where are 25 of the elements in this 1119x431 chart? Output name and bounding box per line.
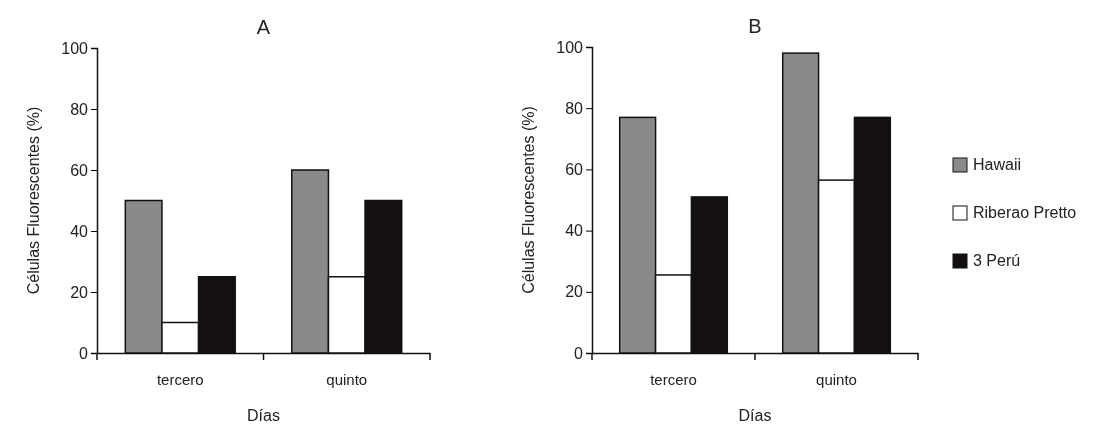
- y-tick-label: 20: [565, 283, 584, 301]
- y-tick-label: 80: [70, 100, 89, 118]
- y-tick-label: 20: [70, 283, 89, 301]
- y-tick-label: 0: [79, 344, 89, 362]
- y-tick-label: 0: [574, 344, 584, 362]
- x-axis-title: Días: [247, 407, 280, 424]
- y-axis-title: Células Fluorescentes (%): [520, 106, 537, 294]
- y-tick-label: 100: [61, 39, 89, 57]
- legend-label: Hawaii: [973, 156, 1022, 173]
- y-tick-label: 40: [565, 222, 584, 240]
- x-tick-label: tercero: [156, 370, 204, 388]
- y-tick-label: 80: [565, 99, 584, 117]
- y-tick-label: 40: [70, 222, 89, 240]
- x-axis-title: Días: [738, 407, 772, 424]
- x-tick-label: quinto: [816, 370, 857, 388]
- legend-label: 3 Perú: [973, 252, 1021, 269]
- x-tick-label: tercero: [650, 370, 697, 388]
- y-tick-label: 100: [556, 38, 584, 56]
- y-tick-label: 60: [565, 161, 584, 179]
- chart-title: B: [748, 15, 762, 37]
- y-axis-title: Células Fluorescentes (%): [25, 106, 42, 295]
- y-tick-label: 60: [70, 161, 89, 179]
- legend-label: Riberao Pretto: [973, 204, 1077, 221]
- chart-title: A: [256, 16, 271, 38]
- x-tick-label: quinto: [326, 370, 368, 388]
